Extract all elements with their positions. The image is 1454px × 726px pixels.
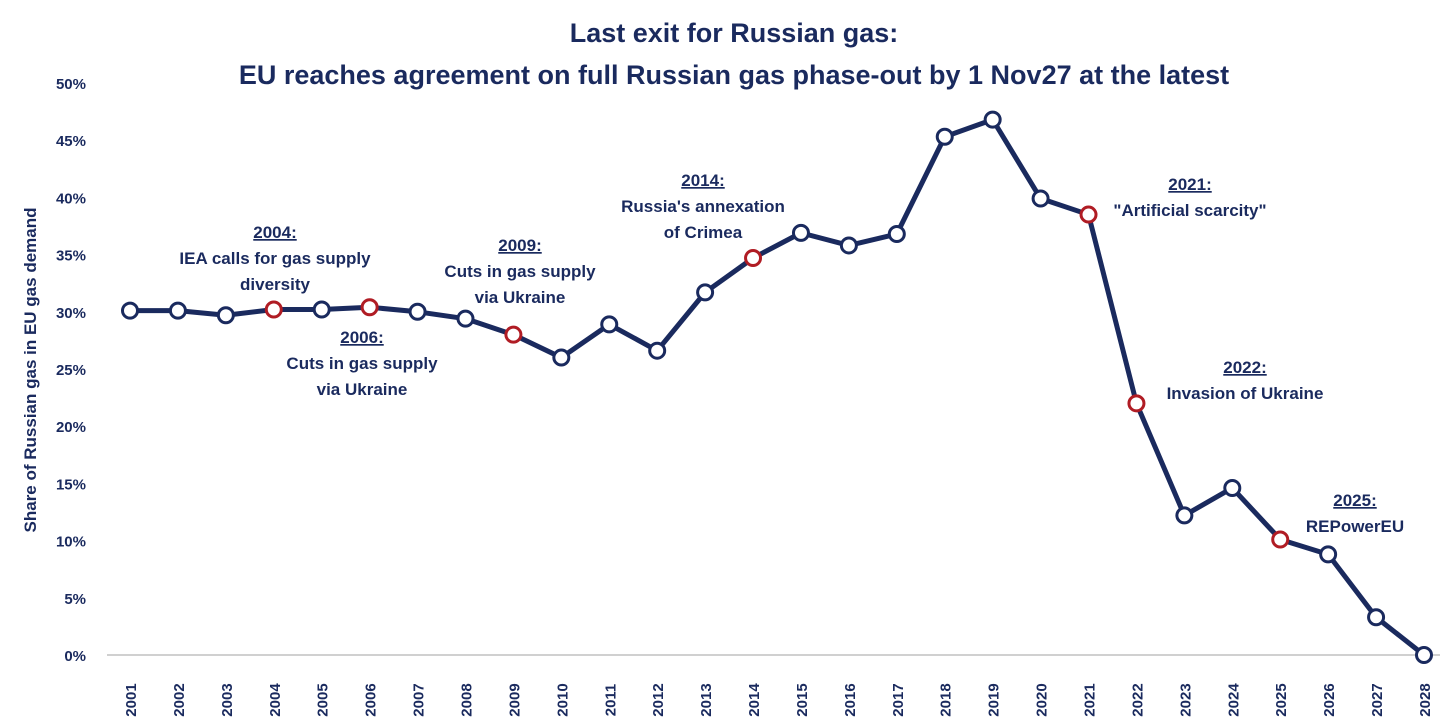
annotation-text: diversity [240, 275, 310, 294]
y-tick-label: 50% [56, 76, 86, 93]
data-point [983, 110, 1002, 129]
data-point [408, 302, 427, 321]
annotation-2021: 2021: "Artificial scarcity" [1113, 175, 1266, 220]
highlighted-data-point [504, 325, 523, 344]
annotation-2025: 2025: REPowerEU [1306, 491, 1404, 536]
highlighted-data-point [1079, 205, 1098, 224]
y-tick-label: 35% [56, 248, 86, 265]
data-point [121, 301, 139, 320]
data-point [1415, 646, 1433, 664]
y-tick-label: 10% [56, 534, 86, 551]
x-tick-label: 2027 [1369, 683, 1386, 716]
x-tick-label: 2003 [219, 683, 236, 716]
annotation-text: via Ukraine [317, 380, 408, 399]
x-tick-label: 2025 [1273, 683, 1290, 716]
y-tick-label: 15% [56, 476, 86, 493]
x-tick-label: 2026 [1321, 683, 1338, 716]
x-tick-label: 2012 [650, 683, 667, 716]
x-tick-label: 2023 [1177, 683, 1194, 716]
y-tick-label: 45% [56, 133, 86, 150]
annotation-text: of Crimea [664, 223, 743, 242]
y-tick-label: 0% [64, 648, 86, 665]
y-tick-label: 5% [64, 591, 86, 608]
annotation-text: via Ukraine [475, 288, 566, 307]
data-point [791, 223, 810, 242]
highlighted-data-point [264, 300, 283, 319]
x-tick-label: 2006 [363, 683, 380, 716]
data-point [552, 348, 571, 367]
chart-title: Last exit for Russian gas: [570, 18, 899, 48]
annotation-2014: 2014: Russia's annexation of Crimea [621, 171, 785, 242]
data-point [216, 306, 235, 325]
data-point [1319, 545, 1338, 564]
data-point [648, 341, 667, 360]
annotation-year: 2021: [1168, 175, 1211, 194]
x-tick-label: 2014 [746, 683, 763, 717]
y-tick-label: 40% [56, 190, 86, 207]
x-tick-label: 2011 [602, 684, 619, 717]
annotation-year: 2014: [681, 171, 724, 190]
x-tick-label: 2013 [698, 683, 715, 716]
x-tick-label: 2022 [1129, 683, 1146, 716]
x-tick-label: 2024 [1225, 683, 1242, 717]
data-point [600, 315, 619, 334]
annotation-year: 2004: [253, 223, 296, 242]
highlighted-data-point [360, 298, 379, 317]
annotation-text: Cuts in gas supply [444, 262, 596, 281]
annotation-2022: 2022: Invasion of Ukraine [1167, 358, 1324, 403]
data-point [1175, 506, 1194, 525]
annotation-year: 2022: [1223, 358, 1266, 377]
annotation-2009: 2009: Cuts in gas supply via Ukraine [444, 236, 596, 307]
annotation-year: 2006: [340, 328, 383, 347]
annotation-2004: 2004: IEA calls for gas supply diversity [179, 223, 371, 294]
y-tick-label: 20% [56, 419, 86, 436]
data-point [312, 300, 331, 319]
x-tick-label: 2019 [986, 683, 1003, 716]
x-tick-label: 2004 [267, 683, 284, 717]
x-tick-label: 2010 [554, 683, 571, 716]
y-axis-label: Share of Russian gas in EU gas demand [21, 208, 40, 533]
data-point [935, 127, 954, 146]
x-tick-label: 2028 [1417, 683, 1434, 716]
x-tick-label: 2020 [1034, 683, 1051, 716]
y-tick-label: 25% [56, 362, 86, 379]
annotation-2006: 2006: Cuts in gas supply via Ukraine [286, 328, 438, 399]
annotation-year: 2025: [1333, 491, 1376, 510]
data-point [696, 283, 715, 302]
annotation-text: Invasion of Ukraine [1167, 384, 1324, 403]
highlighted-data-point [1127, 394, 1146, 413]
x-tick-label: 2018 [938, 683, 955, 716]
data-point [1031, 189, 1050, 208]
annotation-text: REPowerEU [1306, 517, 1404, 536]
data-point [168, 301, 187, 320]
data-point [1223, 478, 1242, 497]
series-line [130, 117, 1426, 657]
y-tick-label: 30% [56, 305, 86, 322]
x-tick-label: 2015 [794, 683, 811, 716]
annotation-text: Cuts in gas supply [286, 354, 438, 373]
annotation-text: "Artificial scarcity" [1113, 201, 1266, 220]
x-tick-label: 2008 [458, 683, 475, 716]
data-point [839, 236, 858, 255]
x-tick-label: 2016 [842, 683, 859, 716]
x-tick-label: 2009 [506, 683, 523, 716]
highlighted-data-point [1271, 530, 1290, 549]
x-tick-label: 2021 [1082, 683, 1099, 716]
x-tick-label: 2005 [315, 683, 332, 716]
annotation-text: IEA calls for gas supply [179, 249, 371, 268]
highlighted-data-point [744, 249, 763, 268]
chart-subtitle: EU reaches agreement on full Russian gas… [239, 60, 1229, 90]
annotation-text: Russia's annexation [621, 197, 785, 216]
x-tick-label: 2017 [890, 683, 907, 716]
x-tick-label: 2007 [411, 683, 428, 716]
data-point [887, 225, 906, 244]
x-tick-label: 2002 [171, 683, 188, 716]
data-point [1367, 608, 1386, 627]
data-point [456, 309, 475, 328]
annotation-year: 2009: [498, 236, 541, 255]
x-tick-label: 2001 [123, 683, 140, 716]
